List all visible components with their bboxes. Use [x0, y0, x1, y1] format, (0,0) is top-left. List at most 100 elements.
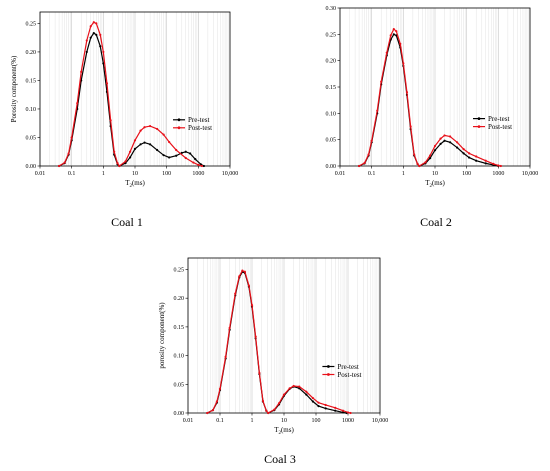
data-point: [443, 139, 446, 142]
data-point: [250, 303, 254, 307]
data-point: [484, 162, 487, 165]
data-point: [277, 402, 281, 405]
data-point: [168, 140, 171, 144]
data-point: [241, 269, 244, 272]
data-point: [367, 153, 370, 156]
legend-marker: [477, 125, 481, 128]
data-point: [215, 400, 218, 403]
y-tick-label: 0.25: [326, 32, 337, 38]
data-point: [449, 135, 452, 138]
legend-label: Pre-test: [337, 363, 358, 371]
data-point: [63, 161, 66, 164]
data-point: [468, 152, 471, 155]
data-point: [433, 149, 437, 152]
data-point: [124, 162, 127, 165]
data-point: [197, 163, 200, 166]
data-point: [497, 164, 500, 167]
data-point: [139, 143, 142, 146]
y-axis-label: porosity component(%): [158, 302, 166, 369]
y-tick-label: 0.00: [26, 164, 37, 170]
data-point: [317, 401, 320, 404]
data-point: [265, 409, 268, 412]
data-point: [492, 162, 495, 165]
data-point: [70, 136, 73, 139]
x-tick-label: 1000: [492, 171, 504, 177]
data-point: [89, 25, 92, 28]
legend-marker: [327, 365, 330, 368]
data-point: [168, 156, 171, 159]
data-point: [292, 384, 295, 388]
x-tick-label: 0.01: [183, 418, 194, 424]
data-point: [238, 275, 241, 278]
series-post-test: [357, 27, 502, 168]
data-point: [206, 411, 209, 415]
data-point: [439, 137, 442, 140]
data-point: [162, 154, 165, 157]
data-point: [254, 335, 257, 338]
data-point: [428, 154, 432, 157]
data-point: [298, 385, 301, 388]
grid: [39, 12, 231, 166]
x-tick-label: 1: [102, 171, 105, 177]
data-point: [92, 32, 95, 35]
data-point: [95, 22, 98, 25]
data-point: [224, 355, 227, 358]
data-point: [341, 411, 345, 414]
data-point: [247, 284, 250, 287]
data-point: [258, 371, 261, 374]
data-point: [109, 119, 112, 122]
data-point: [99, 45, 102, 48]
data-point: [334, 406, 337, 409]
y-axis-label: Porosity component(%): [10, 55, 18, 122]
series-post-test: [206, 269, 352, 415]
data-point: [99, 33, 102, 36]
x-tick-label: 10,000: [372, 418, 389, 424]
chart-caption: Coal 2: [420, 215, 452, 229]
data-point: [184, 156, 187, 160]
data-point: [346, 411, 350, 414]
y-tick-label: 0.15: [26, 78, 37, 84]
data-point: [143, 126, 146, 129]
data-point: [288, 387, 291, 390]
x-tick-label: 10,000: [222, 171, 239, 177]
legend-marker: [177, 126, 181, 130]
data-point: [175, 154, 178, 157]
data-point: [462, 148, 465, 151]
data-point: [334, 409, 337, 412]
data-point: [357, 164, 361, 168]
data-point: [143, 141, 146, 144]
x-tick-label: 10: [432, 171, 438, 177]
data-point: [273, 408, 276, 411]
data-point: [317, 405, 320, 408]
x-tick-label: 10: [132, 171, 138, 177]
data-point: [139, 129, 142, 132]
data-point: [92, 21, 95, 24]
data-point: [116, 162, 119, 165]
legend-marker: [177, 118, 181, 122]
series-pre-test: [57, 32, 206, 168]
x-axis-label: T2(ms): [274, 426, 294, 436]
data-point: [311, 396, 314, 400]
legend-label: Pre-test: [188, 116, 209, 124]
data-point: [76, 102, 79, 105]
data-point: [439, 142, 442, 145]
data-point: [475, 155, 478, 158]
x-tick-label: 1: [251, 418, 254, 424]
x-tick-label: 100: [162, 171, 171, 177]
y-tick-label: 0.05: [174, 382, 185, 388]
data-point: [113, 150, 116, 153]
x-tick-label: 0.01: [335, 171, 346, 177]
data-point: [192, 161, 195, 164]
data-point: [175, 148, 178, 152]
data-point: [218, 387, 222, 390]
data-point: [305, 390, 308, 393]
y-tick-label: 0.10: [326, 111, 337, 117]
data-point: [428, 157, 432, 160]
data-point: [85, 50, 88, 54]
data-point: [67, 152, 70, 155]
data-point: [311, 400, 314, 403]
data-point: [202, 164, 206, 168]
